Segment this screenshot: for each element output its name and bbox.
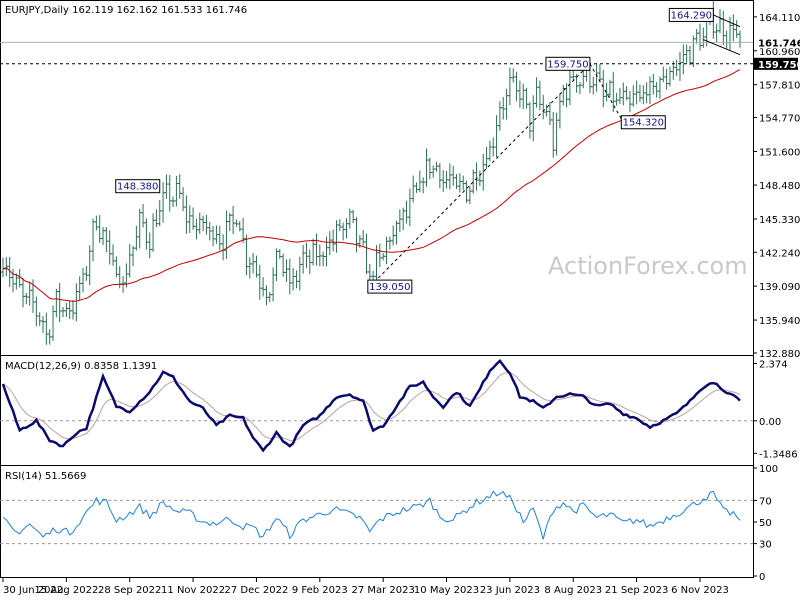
rsi-y-tick-label: 70 [759,496,772,507]
trend-line [369,63,591,287]
macd-signal-line [2,372,741,442]
price-header: EURJPY,Daily 162.119 162.162 161.533 161… [5,5,247,16]
price-y-tick-label: 154.770 [759,113,800,124]
price-panel-frame [0,0,754,356]
rsi-y-tick-label: 0 [759,572,765,583]
price-y-tick-label: 142.240 [759,248,800,259]
current-price-tag-label: 161.746 [758,38,800,49]
trend-line [589,63,624,123]
x-tick-label: 27 Dec 2022 [225,585,289,596]
price-y-tick-label: 151.600 [759,148,800,159]
x-tick-label: 27 Mar 2023 [351,585,414,596]
macd-panel-frame [0,355,754,466]
current-price-tag-bg [754,36,798,49]
price-annotation-label: 139.050 [369,282,410,293]
level-line-tag: 159.750 [754,57,800,71]
trend-line [703,39,741,56]
rsi-y-tick-label: 30 [759,540,772,551]
axis-layer: 132.880 135.940 139.090 142.240 145.330 148.4… [2,13,800,596]
price-y-tick-label: 139.090 [759,282,800,293]
x-tick-label: 10 May 2023 [414,585,479,596]
macd-header: MACD(12,26,9) 0.8358 1.1391 [5,361,157,372]
x-tick-label: 9 Feb 2023 [292,585,348,596]
price-annotation: 154.320 [620,115,666,130]
price-annotation: 148.380 [115,179,161,194]
price-annotation-label: 148.380 [117,182,158,193]
price-y-tick-label: 160.960 [759,47,800,58]
x-tick-label: 6 Nov 2023 [671,585,729,596]
price-annotation-box [545,56,591,71]
price-annotation-label: 164.290 [671,10,712,21]
macd-y-tick-label: 2.374 [759,359,788,370]
price-y-tick-label: 145.330 [759,215,800,226]
macd-y-tick-label: -1.3486 [759,449,798,460]
price-annotation-box [668,7,714,22]
x-tick-label: 8 Aug 2023 [544,585,602,596]
moving-average-line [2,69,741,302]
price-annotation-label: 154.320 [623,118,664,129]
level-line-tag-label: 159.750 [758,60,800,71]
price-y-tick-label: 135.940 [759,316,800,327]
rsi-header: RSI(14) 51.5669 [5,471,86,482]
x-tick-label: 11 Nov 2022 [161,585,225,596]
price-layer: 164.290 159.750 154.320 148.380 139.050 [0,1,753,345]
trend-line [713,14,741,28]
price-y-tick-label: 157.810 [759,81,800,92]
watermark: ActionForex.com [548,252,748,280]
price-annotation-box [115,179,161,194]
price-y-tick-label: 132.880 [759,349,800,360]
x-tick-label: 30 Jun 2022 [3,585,63,596]
price-annotation-label: 159.750 [547,59,588,70]
rsi-y-tick-label: 100 [759,464,778,475]
level-line-tag-bg [754,57,798,70]
x-tick-label: 23 Jun 2023 [480,585,540,596]
macd-y-tick-label: 0.00 [759,417,781,428]
price-y-tick-label: 148.480 [759,181,800,192]
price-annotation-box [620,115,666,130]
rsi-line [2,490,741,540]
price-annotation: 159.750 [545,56,591,71]
price-annotation: 164.290 [668,7,714,22]
rsi-y-tick-label: 50 [759,518,772,529]
x-tick-label: 21 Sep 2023 [605,585,668,596]
x-tick-label: 28 Sep 2022 [98,585,161,596]
macd-line [1,359,741,453]
macd-layer [0,359,753,453]
price-annotation: 139.050 [367,279,413,294]
rsi-layer [0,490,753,545]
current-price-tag: 161.746 [754,36,800,49]
x-tick-label: 15 Aug 2022 [34,585,98,596]
price-y-tick-label: 164.110 [759,13,800,24]
price-annotation-box [367,279,413,294]
